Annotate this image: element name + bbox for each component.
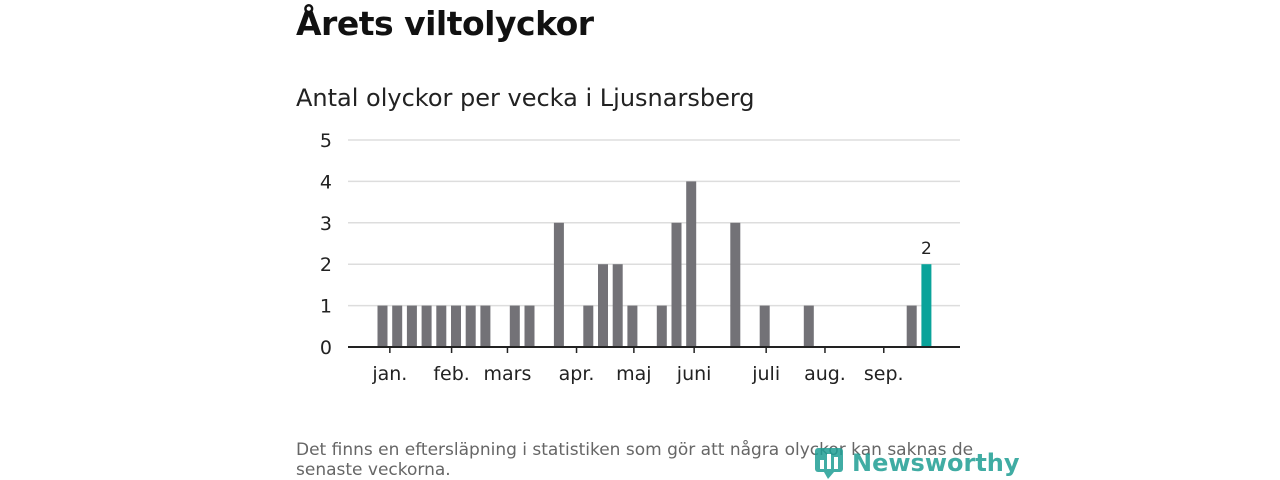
newsworthy-logo: Newsworthy bbox=[814, 446, 1020, 480]
page-title: Årets viltolyckor bbox=[296, 4, 594, 43]
bar bbox=[524, 305, 535, 347]
bar bbox=[671, 222, 682, 347]
bar bbox=[686, 181, 697, 347]
bar bbox=[612, 264, 623, 347]
x-tick-label: feb. bbox=[433, 363, 469, 385]
bar bbox=[392, 305, 403, 347]
y-tick-label: 5 bbox=[320, 130, 332, 152]
bar bbox=[730, 222, 741, 347]
x-tick-label: maj bbox=[616, 363, 651, 385]
bar bbox=[583, 305, 594, 347]
x-tick-label: apr. bbox=[559, 363, 595, 385]
bar bbox=[451, 305, 461, 347]
bar-chart-logo-icon bbox=[815, 448, 843, 479]
bar-value-label: 2 bbox=[921, 239, 932, 259]
x-tick-label: juli bbox=[751, 363, 780, 385]
bar bbox=[406, 305, 417, 347]
bar bbox=[465, 305, 476, 347]
bar bbox=[553, 222, 564, 347]
y-tick-label: 2 bbox=[320, 254, 332, 276]
y-tick-label: 4 bbox=[320, 171, 332, 193]
bar bbox=[656, 305, 667, 347]
bar bbox=[421, 305, 432, 347]
x-tick-label: juni bbox=[676, 363, 712, 385]
bar-highlight bbox=[921, 264, 932, 347]
x-tick-label: sep. bbox=[864, 363, 904, 385]
y-tick-label: 1 bbox=[320, 296, 332, 318]
y-tick-label: 0 bbox=[320, 337, 332, 359]
footnote: Det finns en eftersläpning i statistiken… bbox=[296, 440, 974, 480]
bar bbox=[377, 305, 388, 347]
bar bbox=[436, 305, 447, 347]
logo-text: Newsworthy bbox=[852, 449, 1020, 477]
bar bbox=[759, 305, 770, 347]
y-tick-label: 3 bbox=[320, 213, 332, 235]
x-tick-label: jan. bbox=[371, 363, 407, 385]
bar bbox=[480, 305, 491, 347]
bar bbox=[509, 305, 520, 347]
bar bbox=[627, 305, 638, 347]
x-tick-label: mars bbox=[484, 363, 532, 385]
x-tick-label: aug. bbox=[804, 363, 846, 385]
chart-title: Antal olyckor per vecka i Ljusnarsberg bbox=[296, 84, 755, 112]
bar bbox=[906, 305, 917, 347]
bar bbox=[803, 305, 814, 347]
bar bbox=[598, 264, 608, 347]
